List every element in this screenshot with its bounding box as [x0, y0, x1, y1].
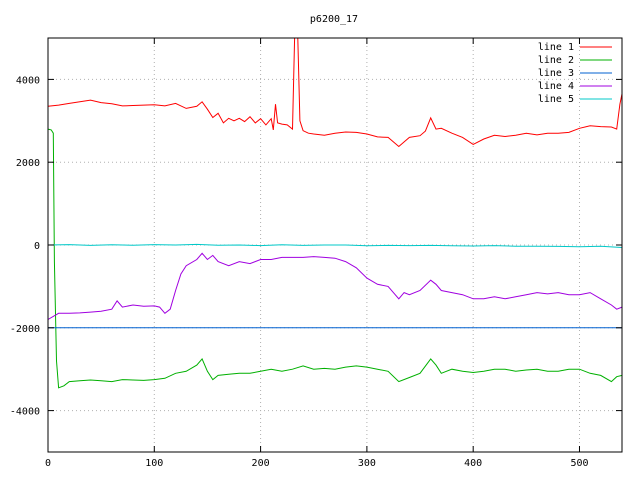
- y-tick-label: 0: [34, 241, 40, 252]
- y-tick-label: 4000: [16, 75, 40, 86]
- x-tick-label: 0: [45, 458, 51, 469]
- y-tick-label: -4000: [10, 407, 40, 418]
- grid: [48, 38, 622, 452]
- chart-title: p6200_17: [310, 14, 358, 25]
- x-tick-label: 200: [252, 458, 270, 469]
- x-tick-label: 100: [145, 458, 163, 469]
- x-tick-label: 300: [358, 458, 376, 469]
- series-line-1: [47, 37, 623, 148]
- series-line-4: [47, 252, 623, 320]
- series-group: [47, 37, 623, 389]
- y-tick-label: -2000: [10, 324, 40, 335]
- series-line-5: [47, 243, 623, 248]
- legend-label-2: line 2: [538, 55, 574, 66]
- series-line-2: [47, 128, 623, 389]
- axis-ticks: 0 100 200 300 400 500 -4000 -2000 0 2000 4000: [10, 38, 622, 469]
- legend-label-5: line 5: [538, 94, 574, 105]
- x-tick-label: 400: [464, 458, 482, 469]
- y-tick-label: 2000: [16, 158, 40, 169]
- legend-label-4: line 4: [538, 81, 574, 92]
- legend-label-3: line 3: [538, 68, 574, 79]
- legend: line 1 line 2 line 3 line 4 line 5: [538, 42, 612, 105]
- x-tick-label: 500: [570, 458, 588, 469]
- legend-label-1: line 1: [538, 42, 574, 53]
